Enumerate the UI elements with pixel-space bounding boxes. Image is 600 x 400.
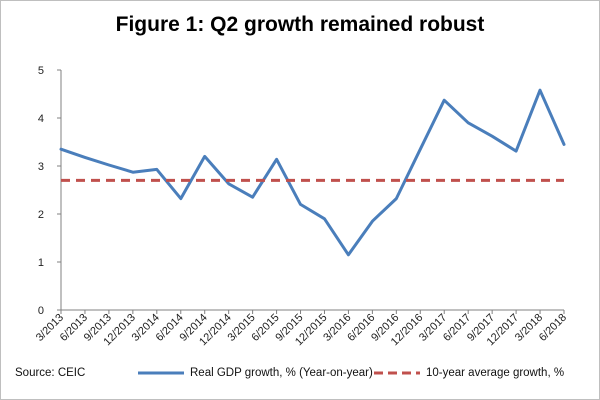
- y-tick-label: 2: [38, 209, 44, 221]
- plot-area: 0123453/20136/20139/201312/20133/20146/2…: [34, 65, 569, 348]
- x-tick-label: 6/2018: [537, 312, 569, 344]
- source-note: Source: CEIC: [15, 367, 86, 379]
- legend-entry-average: 10-year average growth, %: [374, 367, 564, 379]
- y-tick-label: 3: [38, 161, 44, 173]
- legend-label-average: 10-year average growth, %: [426, 367, 565, 379]
- series-line-gdp: [59, 88, 566, 257]
- chart-footer: Source: CEIC Real GDP growth, % (Year-on…: [1, 367, 599, 387]
- y-tick-label: 0: [38, 305, 44, 317]
- y-tick-label: 5: [38, 65, 44, 77]
- y-tick-label: 4: [38, 113, 44, 125]
- legend-entry-gdp: Real GDP growth, % (Year-on-year): [138, 367, 373, 379]
- legend-swatch-gdp: [138, 371, 184, 375]
- legend-swatch-average: [374, 371, 420, 375]
- y-tick-label: 1: [38, 257, 44, 269]
- legend-label-gdp: Real GDP growth, % (Year-on-year): [190, 367, 373, 379]
- chart-title: Figure 1: Q2 growth remained robust: [115, 13, 485, 36]
